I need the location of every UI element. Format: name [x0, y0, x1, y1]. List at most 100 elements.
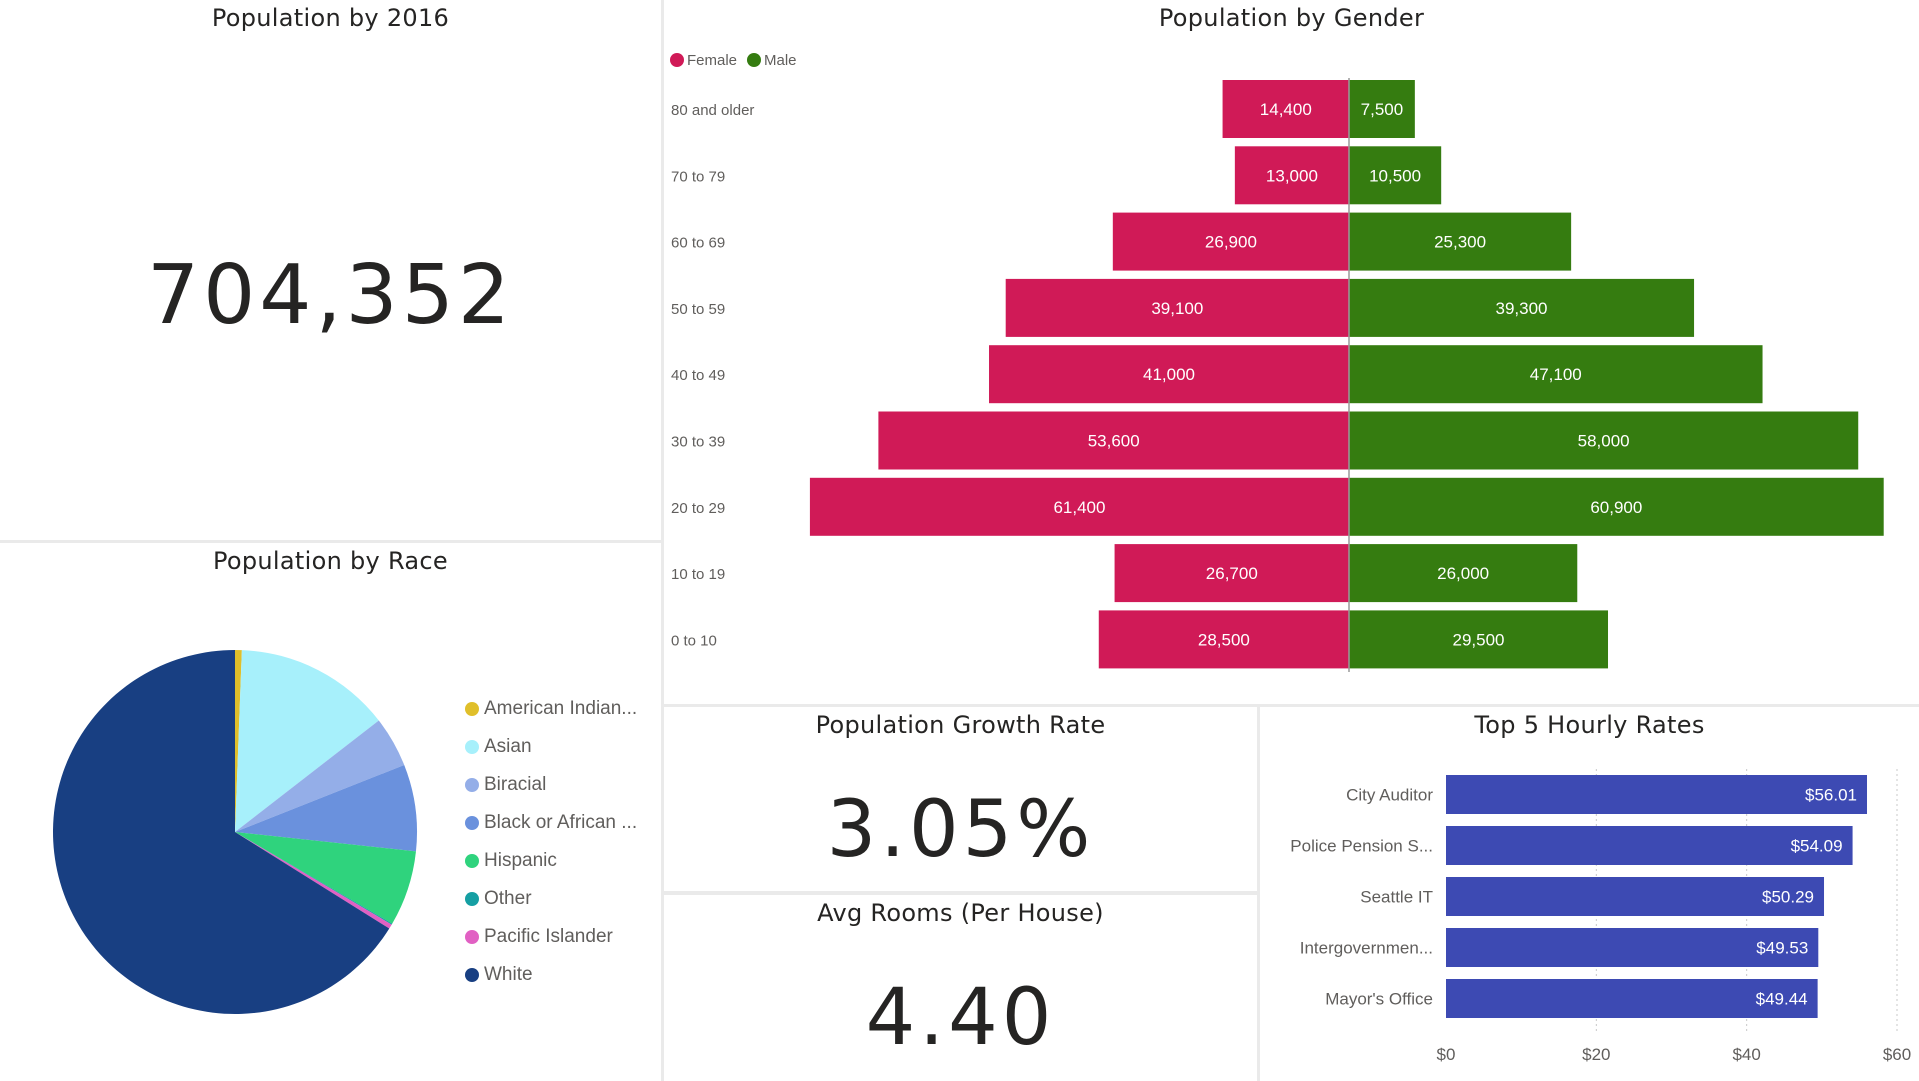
female-bar[interactable]	[1222, 80, 1349, 138]
hourly-category-label: Police Pension S...	[1290, 837, 1433, 856]
gender-chart-card[interactable]: Population by Gender Female Male 80 and ol…	[664, 0, 1919, 704]
race-pie-chart[interactable]	[0, 543, 661, 1081]
race-legend-dot	[465, 968, 479, 982]
x-tick-label: $40	[1732, 1045, 1760, 1064]
hourly-chart-card[interactable]: Top 5 Hourly Rates $0 $20 $40 $60 City Audit…	[1260, 707, 1919, 1081]
hourly-category-label: City Auditor	[1346, 786, 1433, 805]
race-legend-dot	[465, 740, 479, 754]
female-bar[interactable]	[989, 345, 1349, 404]
race-legend-item[interactable]: Hispanic	[465, 850, 557, 872]
male-data-label: 58,000	[1578, 432, 1630, 451]
pie-slice[interactable]	[235, 720, 405, 832]
male-bar[interactable]	[1349, 477, 1884, 536]
male-data-label: 26,000	[1437, 564, 1489, 583]
x-tick-label: $20	[1582, 1045, 1610, 1064]
gender-chart-title: Population by Gender	[1158, 4, 1425, 32]
race-legend-dot	[465, 930, 479, 944]
race-legend-item[interactable]: Biracial	[465, 774, 546, 796]
female-data-label: 14,400	[1260, 100, 1312, 119]
gender-category-label: 20 to 29	[671, 500, 725, 517]
hourly-data-label: $54.09	[1791, 837, 1843, 856]
female-data-label: 41,000	[1143, 365, 1195, 384]
pie-slice[interactable]	[235, 832, 393, 925]
race-legend-item[interactable]: Pacific Islander	[465, 926, 613, 948]
female-bar[interactable]	[1098, 610, 1349, 669]
female-data-label: 13,000	[1266, 166, 1318, 185]
kpi-rooms-card[interactable]: Avg Rooms (Per House) 4.40	[664, 895, 1257, 1081]
female-bar[interactable]	[1114, 544, 1349, 603]
race-legend-item[interactable]: American Indian...	[465, 698, 637, 720]
male-bar[interactable]	[1349, 80, 1415, 138]
male-bar[interactable]	[1349, 610, 1609, 669]
hourly-bar[interactable]	[1446, 826, 1853, 865]
female-bar[interactable]	[1005, 278, 1349, 337]
gender-category-label: 0 to 10	[671, 632, 717, 649]
male-data-label: 10,500	[1369, 166, 1421, 185]
male-bar[interactable]	[1349, 345, 1763, 404]
kpi-population-title: Population by 2016	[211, 4, 450, 32]
male-data-label: 39,300	[1496, 299, 1548, 318]
hourly-bar-chart[interactable]: $0 $20 $40 $60 City Auditor $56.01 Police Pens…	[1260, 707, 1919, 1081]
male-data-label: 25,300	[1434, 233, 1486, 252]
race-legend-dot	[465, 892, 479, 906]
kpi-growth-card[interactable]: Population Growth Rate 3.05%	[664, 707, 1257, 891]
male-data-label: 29,500	[1453, 630, 1505, 649]
race-legend-dot	[465, 854, 479, 868]
hourly-bar[interactable]	[1446, 979, 1818, 1018]
gender-category-label: 80 and older	[671, 102, 754, 119]
pie-slice[interactable]	[235, 650, 242, 832]
gender-category-label: 70 to 79	[671, 168, 725, 185]
gender-bar-chart[interactable]: Female Male 80 and older 14,400 7,500 70 to 7…	[664, 0, 1919, 704]
race-legend-label: Other	[484, 888, 532, 909]
male-data-label: 47,100	[1530, 365, 1582, 384]
hourly-data-label: $49.53	[1756, 939, 1808, 958]
hourly-data-label: $50.29	[1762, 888, 1814, 907]
hourly-bar[interactable]	[1446, 928, 1819, 967]
legend-dot-female	[670, 53, 684, 67]
race-legend-item[interactable]: Asian	[465, 736, 532, 758]
female-bar[interactable]	[1112, 212, 1349, 271]
female-bar[interactable]	[878, 411, 1349, 470]
race-legend-item[interactable]: White	[465, 964, 533, 986]
pie-slice[interactable]	[235, 765, 417, 852]
female-bar[interactable]	[809, 477, 1349, 536]
female-data-label: 53,600	[1088, 432, 1140, 451]
x-tick-label: $0	[1437, 1045, 1456, 1064]
hourly-bar[interactable]	[1446, 877, 1825, 916]
male-bar[interactable]	[1349, 212, 1572, 271]
race-legend-label: White	[484, 964, 533, 985]
female-data-label: 26,900	[1205, 233, 1257, 252]
pie-slice[interactable]	[235, 832, 416, 924]
kpi-rooms-title: Avg Rooms (Per House)	[817, 899, 1104, 927]
race-legend-label: Pacific Islander	[484, 926, 613, 947]
legend-dot-male	[747, 53, 761, 67]
race-chart-title: Population by Race	[212, 547, 448, 575]
gender-category-label: 30 to 39	[671, 434, 725, 451]
male-bar[interactable]	[1349, 146, 1442, 205]
gender-category-label: 40 to 49	[671, 367, 725, 384]
race-legend-dot	[465, 816, 479, 830]
male-bar[interactable]	[1349, 278, 1695, 337]
female-data-label: 39,100	[1151, 299, 1203, 318]
hourly-bar[interactable]	[1446, 775, 1868, 814]
pie-slice[interactable]	[235, 650, 379, 832]
male-data-label: 7,500	[1361, 100, 1404, 119]
kpi-population-card[interactable]: Population by 2016 704,352	[0, 0, 661, 540]
legend-label-female[interactable]: Female	[687, 52, 737, 69]
pie-slice[interactable]	[235, 832, 392, 929]
male-bar[interactable]	[1349, 544, 1578, 603]
kpi-population-value: 704,352	[146, 248, 515, 343]
race-chart-card[interactable]: Population by Race American Indian... Asi…	[0, 543, 661, 1081]
male-bar[interactable]	[1349, 411, 1859, 470]
legend-label-male[interactable]: Male	[764, 52, 797, 69]
race-legend-label: Biracial	[484, 774, 547, 795]
female-data-label: 28,500	[1198, 630, 1250, 649]
race-legend-item[interactable]: Black or African ...	[465, 812, 637, 834]
pie-slice[interactable]	[53, 650, 390, 1014]
hourly-data-label: $56.01	[1805, 786, 1857, 805]
gender-category-label: 50 to 59	[671, 301, 725, 318]
race-legend-item[interactable]: Other	[465, 888, 532, 910]
gender-category-label: 10 to 19	[671, 566, 725, 583]
female-bar[interactable]	[1234, 146, 1349, 205]
female-data-label: 61,400	[1053, 498, 1105, 517]
